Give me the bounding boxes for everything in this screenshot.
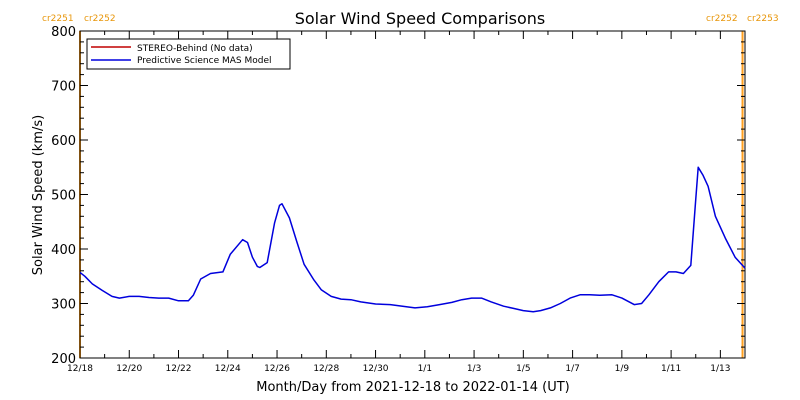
x-tick-label: 12/22 — [166, 364, 192, 374]
x-tick-label: 1/9 — [615, 364, 630, 374]
x-tick-label: 1/7 — [565, 364, 579, 374]
x-tick-label: 12/28 — [313, 364, 339, 374]
cr-label-right-1: cr2252 — [706, 14, 738, 24]
y-tick-label: 600 — [51, 134, 76, 149]
x-tick-label: 12/30 — [363, 364, 389, 374]
x-tick-label: 12/24 — [215, 364, 241, 374]
series-line-mas-model — [79, 166, 746, 313]
x-axis: 12/18 12/20 12/22 12/24 12/26 12/28 12/30 1/1 1/… — [67, 31, 746, 374]
legend-label-stereo: STEREO-Behind (No data) — [137, 44, 253, 54]
cr-label-left-2: cr2252 — [84, 14, 116, 24]
cr-label-left-1: cr2251 — [42, 14, 74, 24]
x-tick-label: 1/1 — [418, 364, 432, 374]
x-tick-label: 1/11 — [661, 364, 681, 374]
cr-label-right-2: cr2253 — [747, 14, 779, 24]
y-tick-label: 300 — [51, 298, 76, 313]
x-tick-label: 12/18 — [67, 364, 93, 374]
x-tick-label: 12/26 — [264, 364, 290, 374]
x-tick-label: 12/20 — [116, 364, 142, 374]
y-tick-label: 200 — [51, 352, 76, 367]
legend-label-mas: Predictive Science MAS Model — [137, 56, 272, 66]
y-axis-label: Solar Wind Speed (km/s) — [31, 115, 46, 275]
x-tick-label: 1/5 — [516, 364, 530, 374]
x-tick-label: 1/3 — [467, 364, 481, 374]
x-tick-label: 1/13 — [710, 364, 730, 374]
series-group — [79, 166, 746, 313]
y-tick-label: 500 — [51, 189, 76, 204]
legend: STEREO-Behind (No data) Predictive Scien… — [86, 38, 291, 70]
y-axis: 200 300 400 500 600 700 800 — [51, 25, 745, 367]
y-tick-label: 400 — [51, 243, 76, 258]
y-tick-label: 700 — [51, 80, 76, 95]
x-axis-label: Month/Day from 2021-12-18 to 2022-01-14 … — [256, 380, 569, 395]
chart-title: Solar Wind Speed Comparisons — [295, 9, 546, 28]
y-tick-label: 800 — [51, 25, 76, 40]
legend-box — [86, 38, 291, 70]
